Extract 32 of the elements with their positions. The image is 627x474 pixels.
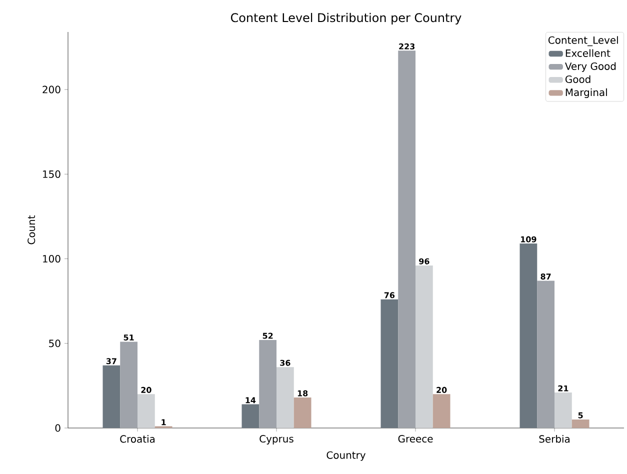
bar: [276, 367, 294, 428]
bar: [416, 266, 433, 428]
chart-title: Content Level Distribution per Country: [230, 12, 462, 24]
x-tick-label: Cyprus: [260, 435, 294, 444]
y-axis-title: Count: [28, 215, 36, 244]
legend-label: Excellent: [566, 49, 610, 57]
bar: [242, 404, 260, 428]
legend-label: Marginal: [566, 88, 607, 98]
x-axis-title: Country: [326, 451, 366, 461]
y-tick-label: 0: [55, 424, 60, 432]
bar: [380, 299, 398, 428]
bar: [120, 342, 138, 428]
bar: [520, 244, 538, 428]
legend-title: Content_Level: [548, 36, 618, 46]
bar: [432, 394, 450, 428]
bar: [138, 394, 155, 428]
y-tick-label: 100: [43, 254, 60, 263]
bar: [537, 280, 555, 428]
bar: [398, 50, 416, 428]
bar: [259, 340, 276, 428]
y-tick-label: 150: [43, 170, 60, 178]
legend-label: Good: [565, 75, 590, 84]
x-tick-label: Serbia: [539, 435, 570, 443]
bar: [102, 365, 120, 428]
x-tick-label: Greece: [398, 435, 433, 443]
bar: [572, 420, 590, 428]
y-tick-label: 200: [42, 86, 60, 94]
y-tick-label: 50: [49, 340, 60, 348]
bar: [554, 392, 572, 428]
bar: [294, 398, 312, 428]
legend-label: Very Good: [565, 62, 616, 72]
x-tick-label: Croatia: [120, 435, 155, 443]
